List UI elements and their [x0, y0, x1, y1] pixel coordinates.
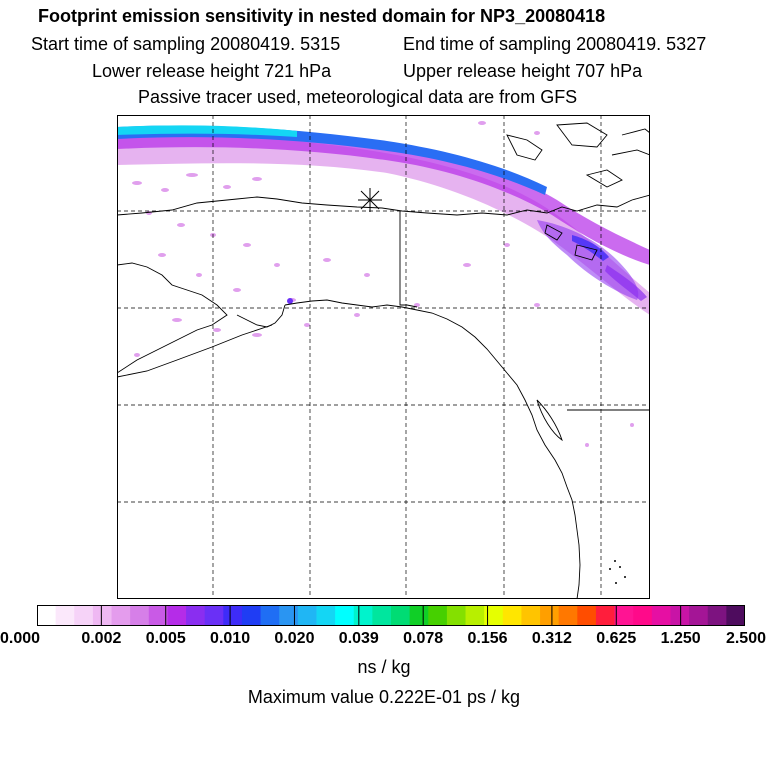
coastlines: [117, 122, 650, 599]
color-scale-cell: [260, 605, 280, 626]
color-scale-tick-label: 0.000: [0, 630, 41, 647]
island-dots: [609, 560, 626, 584]
color-scale-cell: [465, 605, 485, 626]
color-scale-cell: [204, 605, 224, 626]
plume-hotspot: [287, 298, 293, 304]
plume-speckles: [132, 121, 634, 447]
color-scale-cell: [689, 605, 709, 626]
color-scale-cell: [148, 605, 168, 626]
color-scale-cell: [651, 605, 671, 626]
color-scale-cell: [335, 605, 355, 626]
color-scale-cell: [540, 605, 560, 626]
color-scale-cell: [633, 605, 653, 626]
emission-plume: [117, 125, 650, 315]
maximum-value: Maximum value 0.222E-01 ps / kg: [247, 687, 521, 707]
color-scale-cell: [167, 605, 187, 626]
color-scale-cell: [37, 605, 57, 626]
map-background: [117, 115, 650, 599]
color-scale-tick-label: 0.625: [596, 630, 637, 647]
color-scale-tick-label: 0.005: [145, 630, 186, 647]
color-scale-cell: [74, 605, 94, 626]
release-point-marker: [358, 188, 382, 212]
color-scale-cell: [521, 605, 541, 626]
sampling-start-time: Start time of sampling 20080419. 5315: [31, 34, 341, 54]
color-scale-cell: [502, 605, 522, 626]
color-scale-ticks: 0.000 0.002 0.005 0.010 0.020 0.039 0.078 0.156…: [0, 630, 768, 650]
color-scale-tick-label: 0.078: [403, 630, 444, 647]
color-scale-tick-label: 2.500: [725, 630, 766, 647]
color-scale-tick-label: 0.312: [531, 630, 572, 647]
color-scale-cell: [558, 605, 578, 626]
upper-release-height: Upper release height 707 hPa: [403, 61, 643, 81]
color-scale-units: ns / kg: [357, 657, 411, 677]
color-scale-cell: [223, 605, 243, 626]
color-scale-cell: [111, 605, 131, 626]
color-scale-tick-label: 0.010: [210, 630, 251, 647]
color-scale-cell: [372, 605, 392, 626]
color-scale-tick-label: 0.002: [81, 630, 122, 647]
map-svg: [117, 115, 650, 599]
color-scale-tick-label: 0.020: [274, 630, 315, 647]
color-scale-cell: [409, 605, 429, 626]
color-scale-cell: [577, 605, 597, 626]
color-scale-cell: [316, 605, 336, 626]
color-scale-tick-label: 0.156: [467, 630, 508, 647]
tracer-note: Passive tracer used, meteorological data…: [138, 87, 578, 107]
lower-release-height: Lower release height 721 hPa: [92, 61, 332, 81]
color-scale-cell: [186, 605, 206, 626]
color-scale-cell: [595, 605, 615, 626]
color-scale-cell: [241, 605, 261, 626]
color-scale-cell: [297, 605, 317, 626]
color-scale-cell: [614, 605, 634, 626]
color-scale-cell: [484, 605, 504, 626]
lat-lon-grid: [117, 115, 650, 599]
color-scale-cell: [446, 605, 466, 626]
color-scale-cell: [428, 605, 448, 626]
sampling-end-time: End time of sampling 20080419. 5327: [403, 34, 707, 54]
color-scale-cell: [279, 605, 299, 626]
plot-title: Footprint emission sensitivity in nested…: [38, 6, 606, 26]
color-scale-tick-label: 0.039: [338, 630, 379, 647]
map-frame: [117, 115, 650, 599]
color-scale-cell: [391, 605, 411, 626]
color-scale-cell: [353, 605, 373, 626]
color-scale-tick-label: 1.250: [660, 630, 701, 647]
color-scale-cell: [92, 605, 112, 626]
color-scale-cell: [670, 605, 690, 626]
color-scale-cell: [55, 605, 75, 626]
color-scale-cell: [726, 605, 745, 626]
color-scale-bar: [37, 605, 745, 626]
color-scale-cell: [130, 605, 150, 626]
footprint-map: [117, 115, 650, 599]
color-scale-cell: [707, 605, 727, 626]
